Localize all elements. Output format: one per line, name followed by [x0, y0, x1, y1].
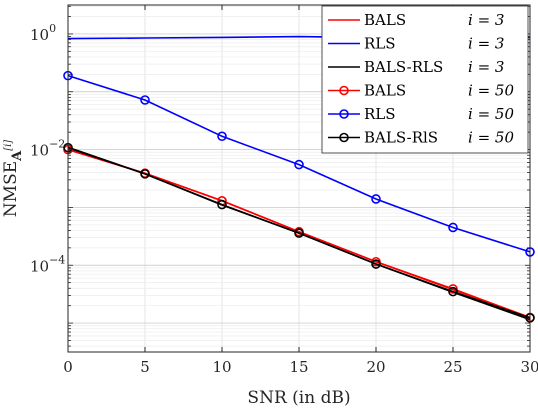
y-tick-base: 10 — [30, 142, 49, 160]
data-point-bals-i-50 — [448, 284, 458, 294]
x-tick-label: 25 — [443, 358, 462, 376]
x-tick-label: 15 — [289, 358, 308, 376]
x-tick-label: 5 — [140, 358, 150, 376]
legend: BALS i = 3 RLS i = 3 BALS-RLS i = 3 BALS i = 50… — [321, 5, 529, 154]
series-layer — [63, 35, 535, 323]
legend-iteration: i = 50 — [468, 129, 514, 147]
x-tick-label: 30 — [520, 358, 538, 376]
legend-iteration: i = 3 — [468, 58, 504, 76]
data-point-bals-rls-i-50 — [294, 228, 304, 238]
y-tick-exponent: −2 — [49, 138, 65, 151]
y-tick-label: 10−4 — [30, 253, 65, 275]
x-tick-label: 0 — [63, 358, 73, 376]
data-point-rls-i-50 — [294, 159, 304, 170]
legend-label: RLS — [364, 105, 396, 123]
legend-iteration: i = 50 — [468, 105, 514, 123]
y-tick-exponent: 0 — [49, 22, 56, 35]
y-axis-label-superscript: [i] — [3, 140, 14, 151]
data-point-rls-i-50 — [217, 131, 227, 142]
y-tick-label: 100 — [30, 22, 56, 44]
y-tick-base: 10 — [30, 26, 49, 44]
legend-iteration: i = 3 — [468, 35, 504, 53]
data-point-rls-i-50 — [140, 95, 150, 105]
legend-marker — [339, 132, 349, 143]
legend-label: RLS — [364, 35, 396, 53]
data-point-bals-rls-i-50 — [140, 169, 150, 179]
y-axis-label: NMSEA[i] — [1, 140, 25, 218]
x-tick-label: 10 — [212, 358, 231, 376]
y-tick-label: 10−2 — [30, 138, 65, 160]
x-tick-label: 20 — [366, 358, 385, 376]
legend-iteration: i = 3 — [468, 11, 504, 29]
legend-marker — [339, 85, 349, 96]
legend-label: BALS — [364, 11, 406, 29]
series-line-rls-i-50 — [67, 74, 531, 253]
y-tick-exponent: −4 — [49, 253, 65, 266]
legend-iteration: i = 50 — [468, 82, 514, 100]
data-point-bals-rls-i-50 — [217, 199, 227, 210]
x-axis-label: SNR (in dB) — [247, 388, 350, 408]
legend-marker — [339, 109, 349, 119]
y-tick-base: 10 — [30, 257, 49, 275]
data-point-rls-i-50 — [371, 194, 381, 204]
series-line-bals-rls-i-50 — [67, 146, 531, 319]
y-axis-label-subscript: A — [10, 150, 25, 162]
data-point-bals-rls-i-50 — [448, 286, 458, 297]
legend-label: BALS-RlS — [364, 129, 438, 147]
data-point-bals-rls-i-50 — [371, 259, 381, 269]
legend-label: BALS — [364, 82, 406, 100]
data-point-rls-i-50 — [448, 222, 458, 233]
legend-box — [321, 5, 529, 154]
y-axis-label-main: NMSE — [1, 161, 21, 217]
legend-label: BALS-RLS — [364, 58, 443, 76]
